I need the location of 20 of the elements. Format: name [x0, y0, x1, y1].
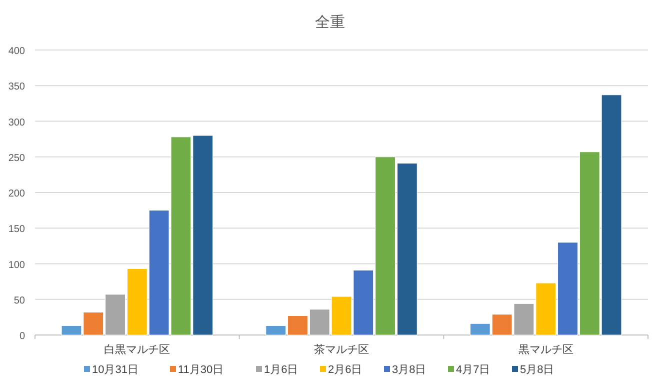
legend-label: 11月30日 [178, 364, 224, 376]
y-tick-label: 400 [8, 46, 26, 57]
y-tick-label: 250 [8, 152, 26, 164]
y-tick-label: 0 [19, 331, 26, 342]
legend-label: 10月31日 [92, 364, 138, 376]
legend-label: 3月8日 [392, 364, 426, 376]
x-tick-label: 黒マルチ区 [518, 344, 574, 356]
legend-label: 2月6日 [328, 364, 362, 376]
y-tick-label: 350 [8, 82, 26, 93]
legend-label: 1月6日 [264, 364, 298, 376]
x-tick-label: 茶マルチ区 [314, 343, 369, 356]
y-tick-label: 50 [14, 295, 26, 306]
legend-label: 4月7日 [456, 364, 490, 376]
chart-title: 全重 [315, 14, 345, 31]
y-tick-label: 300 [8, 117, 26, 128]
y-tick-label: 150 [8, 224, 26, 236]
y-tick-label: 100 [8, 260, 26, 271]
legend-label: 5月8日 [520, 364, 554, 376]
x-tick-label: 白黒マルチ区 [104, 344, 170, 356]
y-tick-label: 200 [8, 188, 26, 200]
